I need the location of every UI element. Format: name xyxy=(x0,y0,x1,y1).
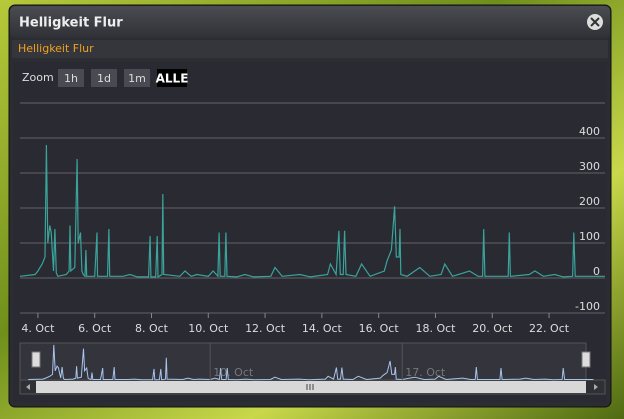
title-bar xyxy=(10,6,610,38)
x-tick-label: 10. Oct xyxy=(188,322,229,335)
x-tick-label: 8. Oct xyxy=(135,322,169,335)
x-tick-label: 20. Oct xyxy=(472,322,513,335)
x-tick-label: 18. Oct xyxy=(415,322,456,335)
x-tick-label: 4. Oct xyxy=(21,322,55,335)
scrollbar-thumb[interactable] xyxy=(36,381,586,393)
navigator-handle[interactable] xyxy=(581,351,591,368)
close-icon xyxy=(590,17,600,27)
navigator xyxy=(19,342,587,381)
zoom-label: Zoom xyxy=(22,71,54,84)
y-tick-label: 300 xyxy=(579,160,600,173)
zoom-button-label[interactable]: ALLE xyxy=(156,72,189,86)
zoom-button[interactable] xyxy=(157,69,187,87)
x-tick-label: 16. Oct xyxy=(359,322,400,335)
y-tick-label: -100 xyxy=(575,300,600,313)
y-tick-label: 100 xyxy=(579,230,600,243)
zoom-button-label[interactable]: 1h xyxy=(64,72,78,85)
x-tick-label: 6. Oct xyxy=(78,322,112,335)
navigator-tick-label: 17. Oct xyxy=(405,366,446,379)
y-tick-label: 200 xyxy=(579,195,600,208)
navigator-tick-label: 10. Oct xyxy=(213,366,254,379)
zoom-button-label[interactable]: 1d xyxy=(97,72,111,85)
zoom-button[interactable] xyxy=(124,69,150,87)
subheader xyxy=(12,40,608,58)
plot: 1h 1d 1m ALLE -100 0 100 200 300 400 4. Oct 6. Oct 8… xyxy=(19,69,605,381)
zoom-button[interactable] xyxy=(58,69,84,87)
x-tick-label: 14. Oct xyxy=(302,322,343,335)
chart-title: Helligkeit Flur xyxy=(18,42,94,55)
zoom-button[interactable] xyxy=(91,69,117,87)
scrollbar-grip xyxy=(306,384,314,390)
y-tick-label: 0 xyxy=(593,265,600,278)
series-line xyxy=(19,144,605,278)
y-tick-label: 400 xyxy=(579,125,600,138)
x-tick-label: 12. Oct xyxy=(245,322,286,335)
window-title: Helligkeit Flur xyxy=(19,16,123,31)
zoom-button-label[interactable]: 1m xyxy=(128,72,146,85)
x-tick-label: 22. Oct xyxy=(529,322,570,335)
navigator-handle[interactable] xyxy=(31,351,41,368)
navigator-line xyxy=(28,344,594,381)
